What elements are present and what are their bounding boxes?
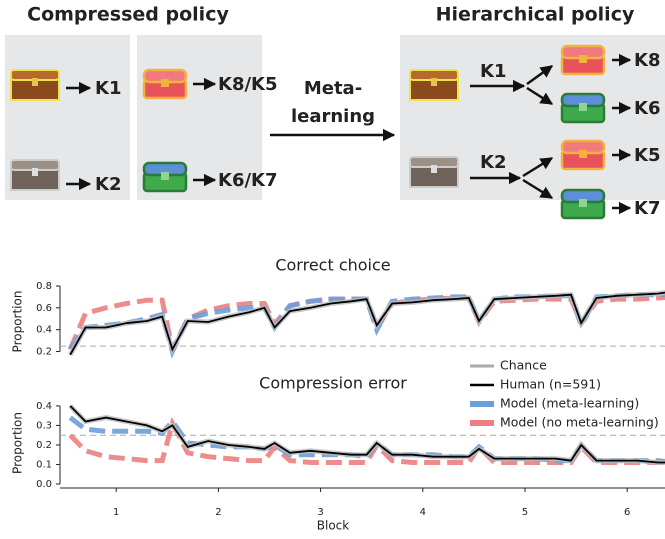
figure: Compressed policy Hierarchical policy K1…	[0, 0, 665, 539]
y-tick-label: 0.6	[36, 303, 52, 314]
y-tick-label: 0.4	[36, 325, 52, 336]
legend-label: Human (n=591)	[500, 377, 601, 392]
key-label: K1	[480, 61, 506, 82]
key-label: K7	[634, 198, 660, 219]
x-tick-label: 2	[215, 507, 221, 518]
x-tick-label: 3	[317, 507, 323, 518]
chest	[144, 163, 186, 191]
key-label: K6	[634, 98, 660, 119]
x-tick-label: 5	[522, 507, 528, 518]
x-tick-label: 4	[420, 507, 426, 518]
x-tick-label: 1	[113, 507, 119, 518]
y-tick-label: 0.4	[36, 401, 52, 412]
key-label: K5	[634, 145, 660, 166]
y-tick-label: 0.0	[36, 479, 52, 490]
y-tick-label: 0.8	[36, 281, 52, 292]
legend-label: Model (no meta-learning)	[500, 415, 659, 430]
x-tick-label: 6	[624, 507, 630, 518]
meta-label: learning	[291, 106, 375, 127]
chest	[11, 70, 59, 100]
chart-title: Correct choice	[275, 256, 390, 275]
legend-label: Chance	[500, 358, 547, 373]
y-tick-label: 0.1	[36, 459, 52, 470]
panel-title: Hierarchical policy	[436, 4, 635, 26]
key-label: K1	[95, 78, 121, 99]
y-tick-label: 0.2	[36, 347, 52, 358]
key-label: K8/K5	[218, 74, 278, 95]
chest	[11, 160, 59, 190]
chest	[562, 141, 604, 169]
key-label: K6/K7	[218, 170, 278, 191]
chest	[410, 70, 458, 100]
x-axis-label: Block	[317, 519, 350, 533]
y-tick-label: 0.3	[36, 420, 52, 431]
meta-label: Meta-	[304, 78, 362, 99]
diagram: Compressed policy Hierarchical policy K1…	[5, 4, 665, 220]
chest	[562, 94, 604, 122]
y-axis-label: Proportion	[11, 412, 25, 474]
key-label: K8	[634, 50, 660, 71]
chest	[410, 157, 458, 187]
key-label: K2	[95, 174, 121, 195]
y-tick-label: 0.2	[36, 440, 52, 451]
chest	[144, 70, 186, 98]
chart-title: Compression error	[259, 374, 407, 393]
chest	[562, 46, 604, 74]
panel-title: Compressed policy	[27, 4, 229, 26]
y-axis-label: Proportion	[11, 291, 25, 353]
chest	[562, 190, 604, 218]
key-label: K2	[480, 152, 506, 173]
legend-label: Model (meta-learning)	[500, 396, 639, 411]
